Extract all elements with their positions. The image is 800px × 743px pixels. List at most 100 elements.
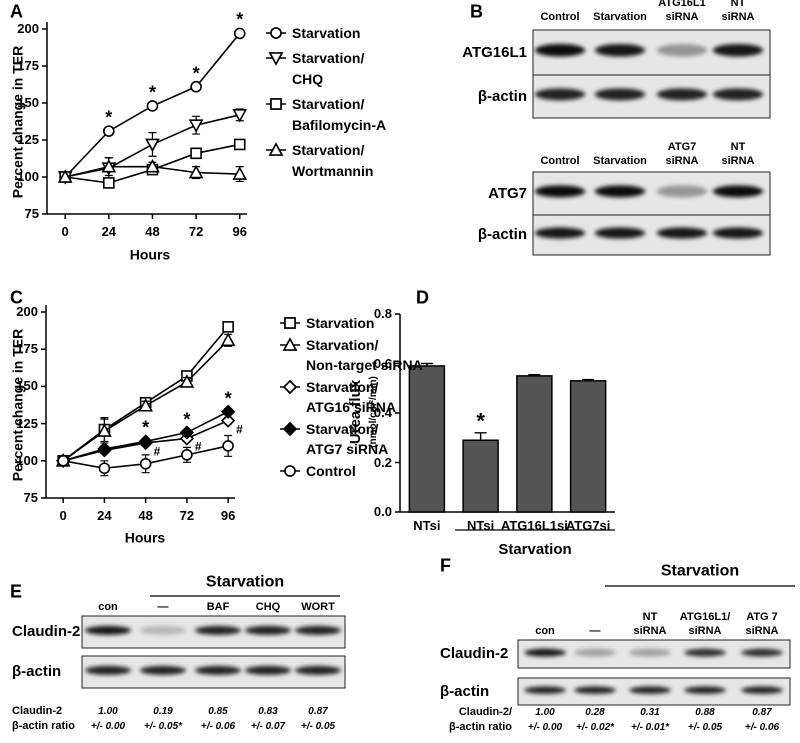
lane-label: Starvation (593, 155, 647, 168)
lane-label: con (535, 625, 555, 638)
marker (138, 398, 154, 412)
y-tick-label: 100 (17, 169, 39, 185)
x-tick-label: 96 (220, 508, 236, 524)
marker (220, 413, 236, 428)
y-tick-label: 75 (24, 206, 39, 222)
x-tick-label: 72 (188, 224, 204, 240)
y-tick-label: 125 (16, 415, 38, 431)
group-label: Starvation (660, 562, 740, 580)
band (741, 686, 783, 694)
band (194, 625, 242, 635)
legend-label: Starvation (306, 315, 375, 331)
band (524, 686, 566, 694)
lane-label: ATG7 (667, 141, 697, 154)
marker (233, 27, 246, 40)
band (294, 665, 342, 675)
y-tick-label: 0.4 (373, 405, 392, 421)
marker (138, 434, 153, 449)
bar (408, 365, 446, 513)
marker (145, 138, 160, 153)
lane-label: siRNA (721, 11, 755, 24)
y-tick-label: 125 (17, 132, 39, 148)
lane-label: siRNA (688, 625, 722, 638)
band (656, 88, 708, 101)
ratio-error: +/- 0.05* (143, 720, 183, 732)
band (84, 665, 132, 675)
marker (146, 100, 159, 112)
y-tick-label: 0.2 (373, 454, 392, 470)
x-axis-label: Hours (124, 529, 166, 546)
marker (145, 158, 160, 173)
marker (190, 147, 202, 160)
legend-label: Starvation/ Bafilomycin-A (292, 95, 387, 133)
ratio-error: +/- 0.06 (200, 720, 236, 732)
legend-label: Starvation/ CHQ (292, 49, 365, 87)
ratio-label: Claudin-2 (12, 705, 63, 718)
legend-marker (284, 317, 296, 329)
band (294, 625, 342, 635)
ratio-label: β-actin ratio (449, 721, 512, 734)
marker (220, 404, 236, 419)
annotation: # (194, 440, 202, 455)
lane-label: ATG16L1 (658, 0, 706, 10)
ratio-label: β-actin ratio (12, 720, 75, 733)
annotation: * (476, 408, 485, 434)
lane-label: siRNA (665, 155, 699, 168)
legend-label: Starvation (292, 24, 361, 41)
band (594, 227, 646, 239)
x-tick-label: ATG16L1si (500, 518, 568, 534)
legend-label: Control (306, 463, 356, 479)
band (139, 625, 187, 635)
legend-marker (270, 27, 282, 39)
band (84, 625, 132, 635)
marker (101, 158, 117, 173)
annotation: * (142, 418, 150, 439)
marker (233, 138, 246, 151)
row-label: ATG7 (488, 184, 527, 202)
lane-label: ATG16L1/ (679, 611, 731, 624)
marker (188, 164, 204, 179)
ratio-value: 0.87 (308, 705, 328, 717)
legend-label: Starvation/ Wortmannin (292, 141, 374, 179)
marker (103, 177, 115, 189)
row-label: Claudin-2 (440, 645, 509, 663)
row-label: β-actin (440, 682, 490, 700)
ratio-error: +/- 0.00 (90, 720, 126, 732)
band (524, 648, 566, 657)
ratio-label: Claudin-2/ (458, 706, 512, 719)
band (712, 43, 764, 57)
lane-label: NT (730, 0, 746, 10)
band (712, 227, 764, 239)
error-bar (474, 432, 487, 441)
panel-letter: D (416, 287, 429, 308)
ratio-error: +/- 0.00 (527, 721, 563, 733)
y-tick-label: 0.0 (373, 504, 392, 520)
legend-marker (282, 421, 298, 437)
y-tick-label: 75 (23, 490, 38, 506)
legend-marker (268, 142, 284, 156)
annotation: * (236, 10, 244, 31)
ratio-error: +/- 0.06 (744, 721, 780, 733)
y-axis-label: Percent change in TER (9, 328, 26, 482)
x-tick-label: NTsi (467, 518, 495, 534)
y-axis-unit: (nmol/cm²/min) (367, 376, 379, 448)
x-axis-label: Hours (129, 246, 171, 263)
annotation: * (148, 82, 156, 103)
marker (57, 169, 73, 183)
y-tick-label: 200 (16, 304, 38, 320)
legend-label: Starvation/ ATG7 siRNA (306, 421, 389, 457)
marker (220, 332, 236, 347)
row-label: Claudin-2 (12, 623, 81, 641)
marker (97, 423, 112, 437)
band (594, 185, 646, 198)
y-tick-label: 150 (16, 378, 38, 394)
panel-letter: B (470, 1, 483, 22)
x-tick-label: 0 (61, 224, 69, 240)
marker (97, 441, 112, 457)
x-tick-label: 0 (59, 508, 67, 524)
row-label: β-actin (477, 226, 527, 244)
band (574, 648, 616, 657)
lane-label: con (98, 601, 118, 614)
y-tick-label: 100 (16, 452, 38, 468)
